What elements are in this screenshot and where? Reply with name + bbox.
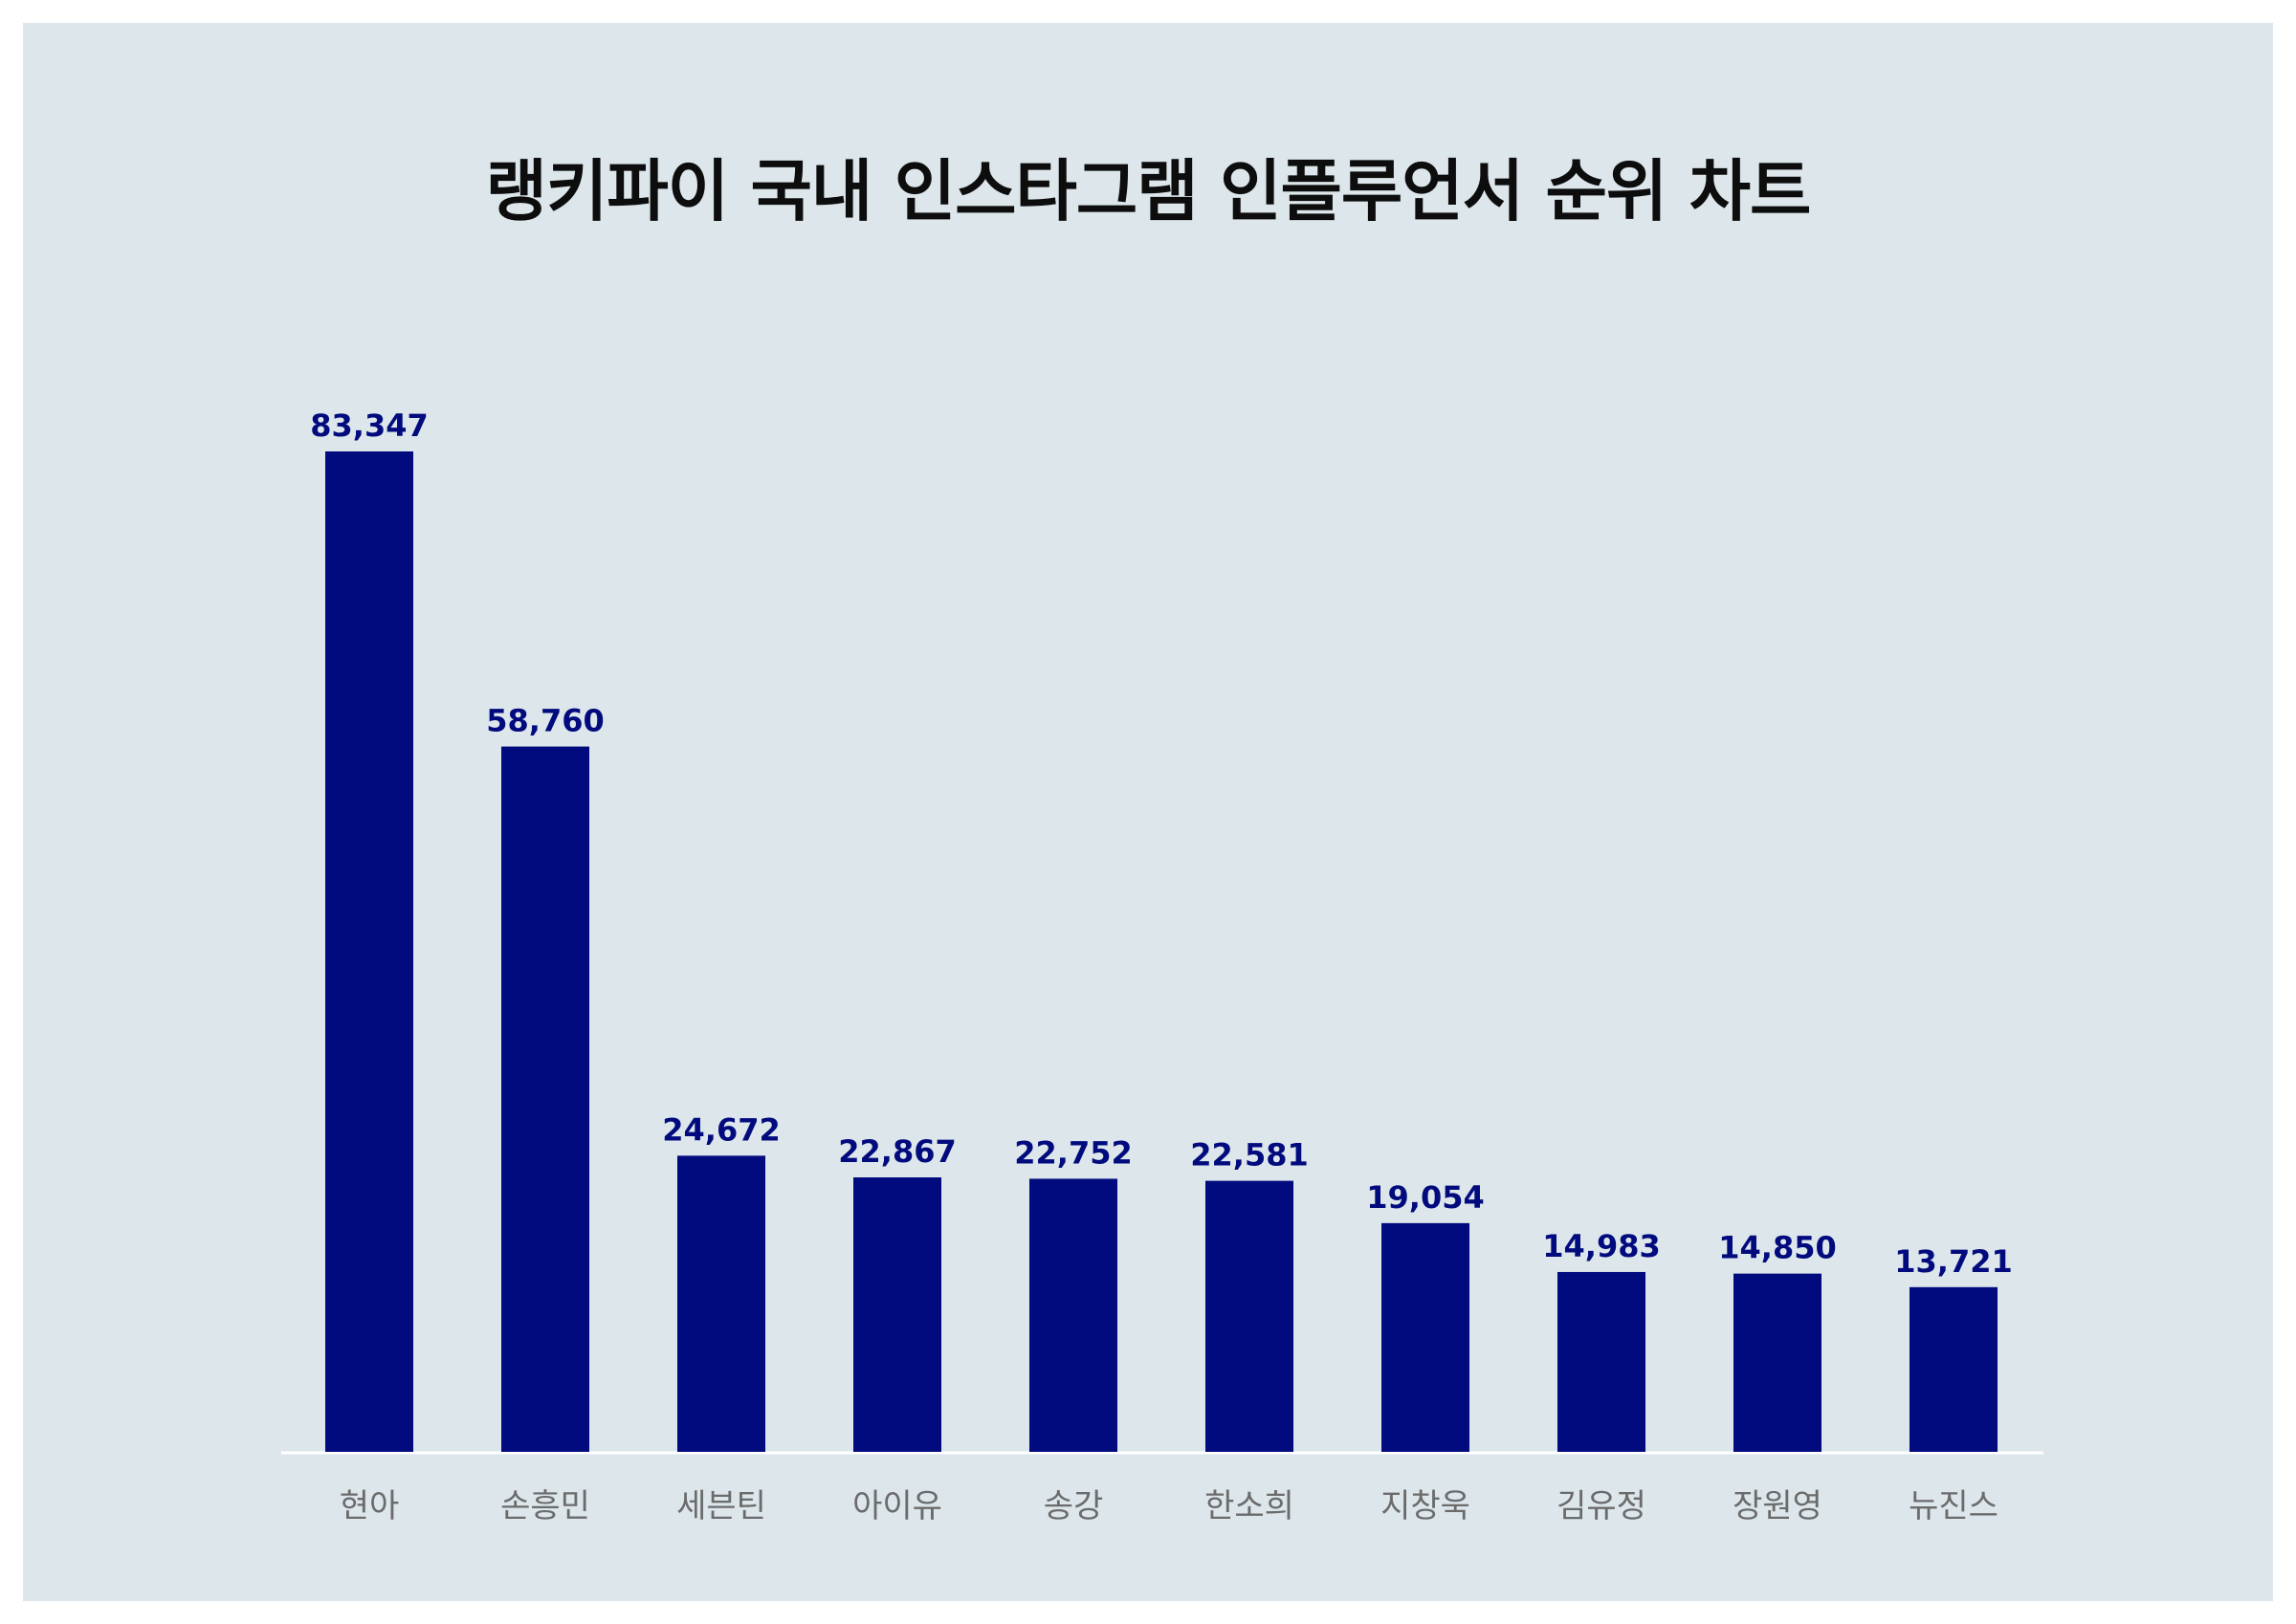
- category-label-2: 손흥민: [500, 1487, 590, 1525]
- category-label-9: 장원영: [1733, 1487, 1822, 1525]
- bar-6: [1205, 1180, 1293, 1452]
- bar-3: [677, 1155, 765, 1452]
- value-label-10: 13,721: [1894, 1243, 2012, 1280]
- value-label-2: 58,760: [486, 703, 604, 739]
- value-label-9: 14,850: [1718, 1230, 1836, 1266]
- bar-5: [1029, 1178, 1117, 1452]
- bar-10: [1910, 1286, 1998, 1452]
- value-label-7: 19,054: [1366, 1179, 1484, 1216]
- category-label-5: 송강: [1044, 1487, 1104, 1525]
- category-label-10: 뉴진스: [1909, 1487, 1998, 1525]
- value-label-5: 22,752: [1014, 1134, 1132, 1171]
- category-label-6: 한소희: [1204, 1487, 1294, 1525]
- chart-title: 랭키파이 국내 인스타그램 인플루언서 순위 차트: [485, 152, 1812, 230]
- value-label-8: 14,983: [1542, 1228, 1660, 1264]
- value-label-3: 24,672: [662, 1111, 780, 1148]
- value-label-6: 22,581: [1190, 1137, 1308, 1174]
- bar-chart: 83,347 58,760 24,672 22,867 22,752 22,581 19,0…: [281, 407, 2043, 1525]
- category-label-8: 김유정: [1556, 1487, 1646, 1525]
- bar-4: [853, 1177, 941, 1452]
- value-label-1: 83,347: [310, 407, 428, 444]
- category-label-4: 아이유: [852, 1487, 942, 1525]
- bar-7: [1381, 1222, 1469, 1452]
- chart-panel: 랭키파이 국내 인스타그램 인플루언서 순위 차트 83,347 58,760 24…: [23, 23, 2273, 1601]
- category-label-3: 세븐틴: [676, 1487, 766, 1525]
- category-label-7: 지창욱: [1380, 1487, 1470, 1525]
- value-label-4: 22,867: [838, 1133, 956, 1170]
- category-label-1: 현아: [340, 1487, 400, 1525]
- bar-9: [1733, 1273, 1821, 1452]
- bar-1: [325, 451, 413, 1452]
- bar-8: [1557, 1271, 1645, 1452]
- bar-2: [501, 746, 589, 1452]
